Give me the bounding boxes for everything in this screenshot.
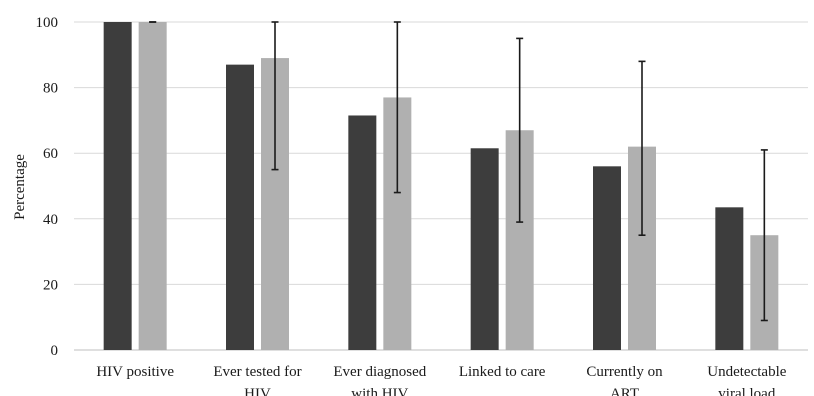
error-bars: [149, 21, 768, 322]
x-category-label: Undetectable viral load: [707, 364, 786, 396]
bar-series-1: [593, 166, 621, 350]
x-category-label: Linked to care: [459, 364, 546, 380]
x-category-label-line: Ever tested for: [213, 364, 301, 380]
x-category-label: Currently on ART: [586, 364, 663, 396]
x-category-label: Ever diagnosed with HIV: [333, 364, 426, 396]
x-category-label-line: with HIV: [351, 386, 408, 396]
bar-series-2: [138, 22, 167, 350]
x-category-label: HIV positive: [96, 364, 174, 380]
x-axis-category-labels: HIV positive Ever tested for HIV Ever diagn…: [96, 364, 786, 396]
x-category-label-line: Ever diagnosed: [333, 364, 426, 380]
bars: [103, 22, 779, 351]
y-tick-label: 0: [51, 343, 59, 359]
y-tick-label: 40: [43, 212, 58, 228]
x-category-label-line: Undetectable: [707, 364, 786, 380]
bar-series-1: [348, 115, 377, 350]
y-tick-label: 100: [36, 15, 59, 31]
x-category-label-line: Linked to care: [459, 364, 546, 380]
y-axis-tick-labels: 0 20 40 60 80 100: [36, 15, 59, 359]
y-axis-title: Percentage: [12, 154, 28, 220]
x-category-label-line: Currently on: [586, 364, 663, 380]
bar-series-1: [715, 207, 744, 350]
y-tick-label: 80: [43, 81, 58, 97]
y-tick-label: 20: [43, 277, 58, 293]
gridlines: [74, 21, 808, 351]
x-category-label-line: HIV positive: [96, 364, 174, 380]
bar-series-1: [103, 22, 132, 350]
y-tick-label: 60: [43, 146, 58, 162]
x-category-label-line: viral load: [718, 386, 776, 396]
x-category-label: Ever tested for HIV: [213, 364, 301, 396]
bar-series-1: [470, 148, 499, 350]
x-category-label-line: ART: [610, 386, 639, 396]
x-category-label-line: HIV: [244, 386, 271, 396]
bar-series-1: [226, 64, 254, 350]
